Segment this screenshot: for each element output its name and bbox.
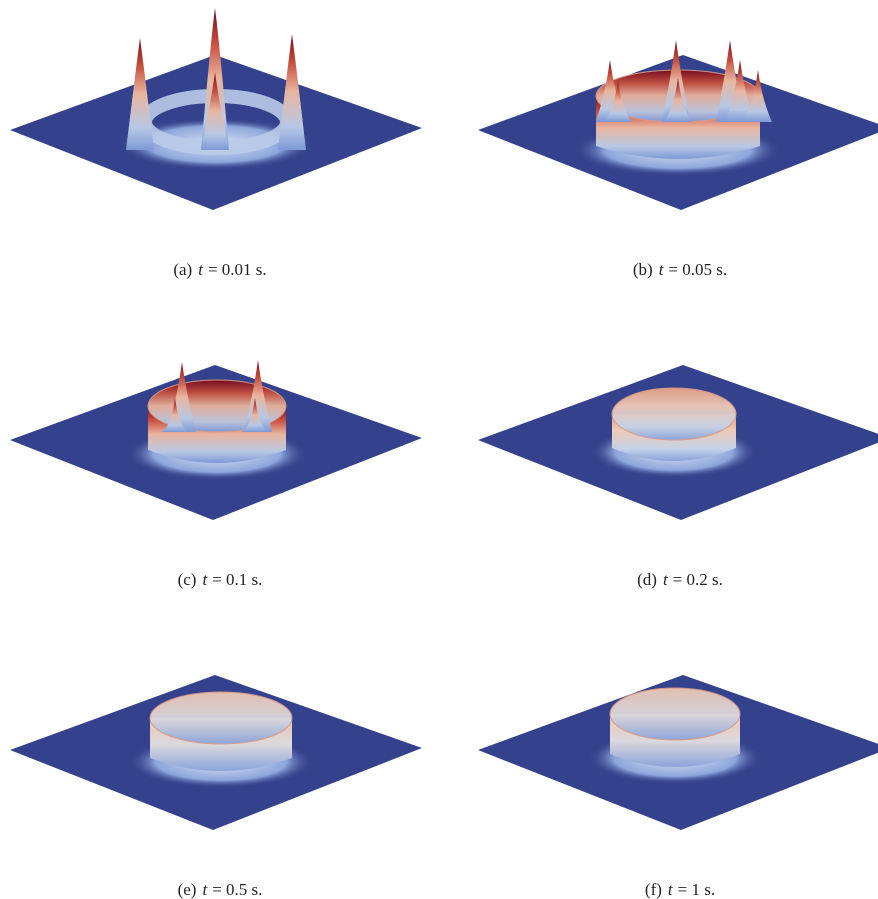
spike: [244, 360, 272, 432]
panels: (a) t = 0.01 s. (b) t = 0.05 s.(c) t = 0.1 s. (d…: [10, 8, 878, 899]
caption-variable: t: [663, 570, 669, 589]
body-top: [609, 687, 741, 741]
caption-label: (c): [178, 570, 197, 589]
panel: (c) t = 0.1 s.: [10, 360, 422, 589]
spike: [604, 80, 632, 122]
caption-variable: t: [202, 880, 208, 899]
caption-variable: t: [668, 880, 674, 899]
caption-label: (d): [637, 570, 657, 589]
caption: (b) t = 0.05 s.: [633, 260, 727, 279]
caption: (e) t = 0.5 s.: [178, 880, 263, 899]
caption: (d) t = 0.2 s.: [637, 570, 723, 589]
caption: (c) t = 0.1 s.: [178, 570, 263, 589]
caption-text: = 0.01 s.: [208, 260, 267, 279]
spike: [726, 60, 754, 122]
caption: (a) t = 0.01 s.: [173, 260, 266, 279]
caption-text: = 0.5 s.: [212, 880, 262, 899]
body-top: [611, 387, 737, 441]
spike: [161, 398, 189, 432]
spike: [241, 398, 269, 432]
spike: [744, 70, 772, 122]
spike: [201, 72, 229, 150]
panel: (e) t = 0.5 s.: [10, 675, 422, 899]
caption-text: = 1 s.: [678, 880, 715, 899]
caption-variable: t: [202, 570, 208, 589]
caption-text: = 0.05 s.: [668, 260, 727, 279]
panel: (b) t = 0.05 s.: [478, 40, 878, 279]
panel: (f) t = 1 s.: [478, 675, 878, 899]
caption-variable: t: [659, 260, 665, 279]
panel: (d) t = 0.2 s.: [478, 365, 878, 589]
panel: (a) t = 0.01 s.: [10, 8, 422, 279]
caption-label: (e): [178, 880, 197, 899]
body-top: [149, 691, 293, 745]
caption-text: = 0.1 s.: [212, 570, 262, 589]
caption-label: (b): [633, 260, 653, 279]
spike: [664, 78, 692, 122]
caption-text: = 0.2 s.: [673, 570, 723, 589]
caption: (f) t = 1 s.: [645, 880, 715, 899]
caption-label: (a): [173, 260, 192, 279]
spike: [662, 40, 690, 122]
caption-label: (f): [645, 880, 662, 899]
spike: [126, 38, 154, 150]
spike: [278, 34, 306, 150]
caption-variable: t: [198, 260, 204, 279]
